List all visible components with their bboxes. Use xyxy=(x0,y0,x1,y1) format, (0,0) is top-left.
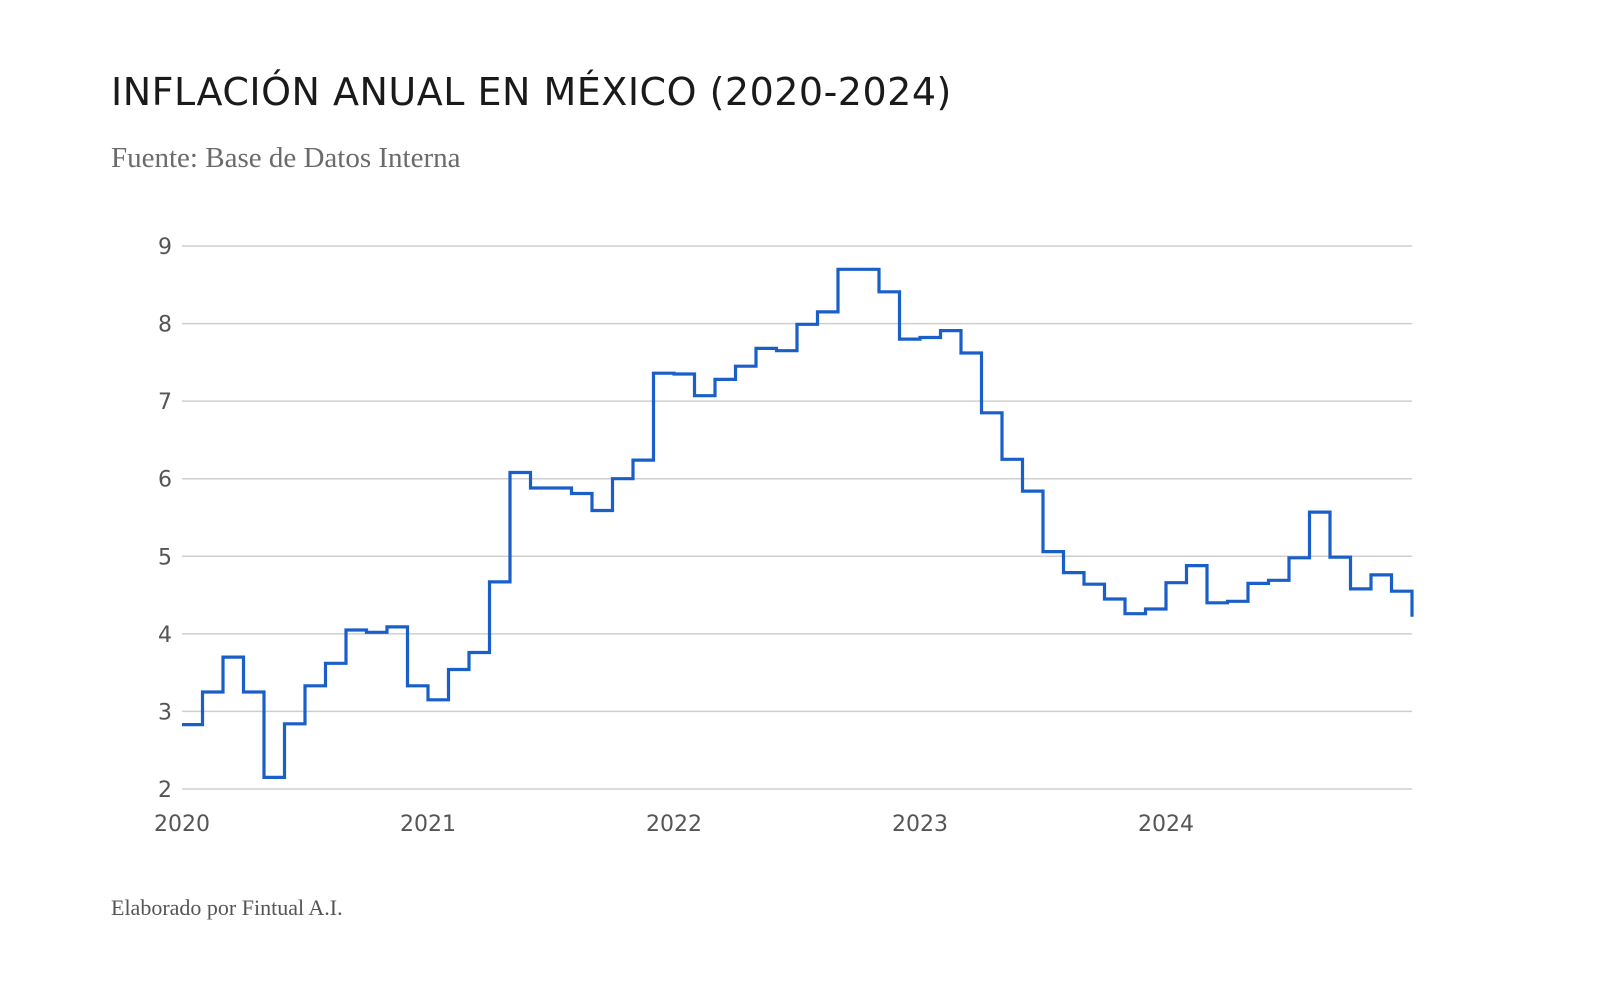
chart-title: INFLACIÓN ANUAL EN MÉXICO (2020-2024) xyxy=(111,70,952,114)
y-tick-label: 2 xyxy=(158,778,172,803)
y-axis: 2 3 4 5 6 7 8 9 xyxy=(158,235,172,803)
x-tick-label: 2023 xyxy=(892,812,948,837)
y-tick-label: 4 xyxy=(158,623,172,648)
y-tick-label: 6 xyxy=(158,468,172,493)
x-axis: 2020 2021 2022 2023 2024 xyxy=(154,812,1194,837)
y-tick-label: 7 xyxy=(158,390,172,415)
y-tick-label: 5 xyxy=(158,545,172,570)
x-tick-label: 2022 xyxy=(646,812,702,837)
y-tick-label: 8 xyxy=(158,313,172,338)
x-tick-label: 2020 xyxy=(154,812,210,837)
y-tick-label: 9 xyxy=(158,235,172,260)
series-line-0 xyxy=(182,267,1414,779)
y-tick-label: 3 xyxy=(158,700,172,725)
chart-subtitle: Fuente: Base de Datos Interna xyxy=(111,142,461,174)
x-tick-label: 2024 xyxy=(1138,812,1194,837)
series-layer xyxy=(182,267,1414,779)
x-tick-label: 2021 xyxy=(400,812,456,837)
footer-credit: Elaborado por Fintual A.I. xyxy=(111,895,343,920)
